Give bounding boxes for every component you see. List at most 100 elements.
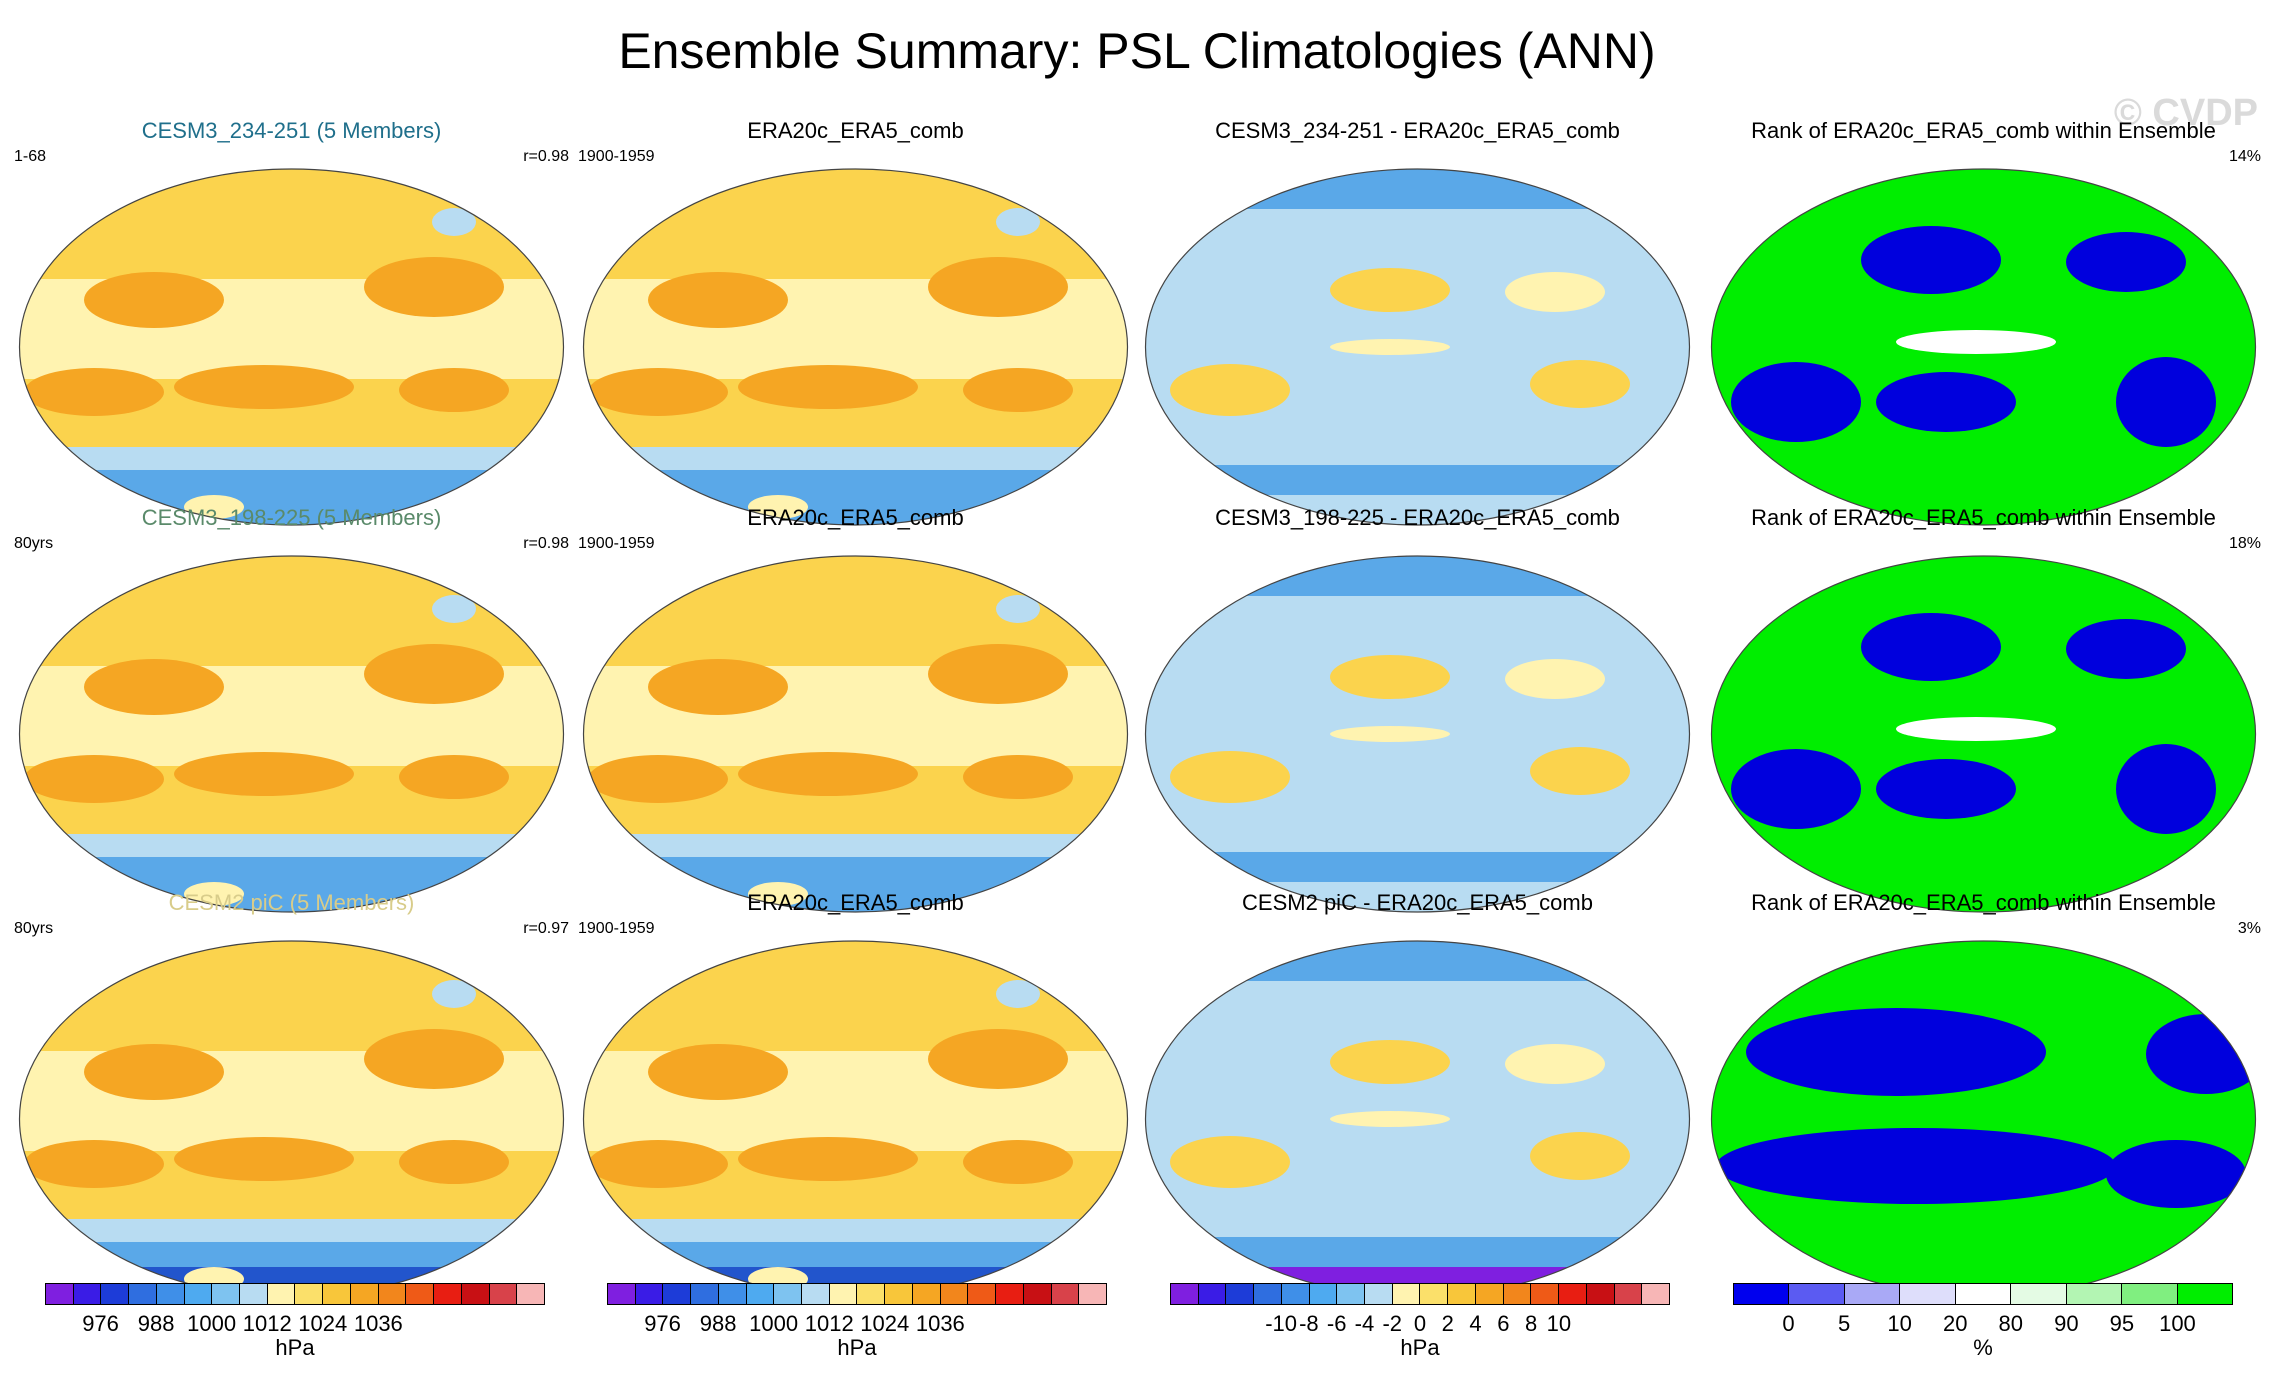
north-atlantic-high bbox=[364, 644, 504, 704]
atlantic-diff-high bbox=[1505, 1044, 1605, 1084]
rank-south-atlantic bbox=[2106, 1140, 2246, 1208]
rank-tropical-white bbox=[1896, 330, 2056, 354]
antarctic-high bbox=[748, 882, 808, 906]
south-pacific-high bbox=[738, 752, 918, 796]
icelandic-low bbox=[996, 595, 1040, 623]
map-outline bbox=[1144, 555, 1691, 913]
south-indian-diff bbox=[1170, 751, 1290, 803]
colorbar-swatch bbox=[2177, 1284, 2232, 1304]
panel-title: ERA20c_ERA5_comb bbox=[747, 118, 964, 143]
colorbar-tick-label: 90 bbox=[2054, 1311, 2079, 1336]
colorbar-swatch bbox=[1789, 1284, 1845, 1304]
colorbar-swatch bbox=[1365, 1284, 1393, 1304]
antarctic-high bbox=[184, 882, 244, 906]
map-panel: CESM2 piC - ERA20c_ERA5_comb bbox=[1140, 890, 1695, 1310]
colorbar-tick-label: 988 bbox=[699, 1311, 737, 1336]
colorbar-tick-label: 1024 bbox=[298, 1311, 348, 1336]
north-pacific-high bbox=[648, 272, 788, 328]
colorbar-tick-label: 1000 bbox=[749, 1311, 799, 1336]
south-atlantic-diff bbox=[1530, 1132, 1630, 1180]
north-pacific-high bbox=[648, 659, 788, 715]
colorbar-swatch bbox=[73, 1284, 102, 1304]
panel-left-label: 1900-1959 bbox=[578, 535, 655, 552]
colorbar: 976 988 1000 1012 1024 1036 hPa bbox=[607, 1283, 1107, 1367]
south-indian-high bbox=[24, 368, 164, 416]
colorbar-swatch bbox=[1531, 1284, 1560, 1304]
colorbar-tick-label: 10 bbox=[1546, 1311, 1572, 1336]
icelandic-low bbox=[432, 595, 476, 623]
panel-title: CESM2 piC (5 Members) bbox=[168, 890, 415, 915]
south-atlantic-high bbox=[963, 755, 1073, 799]
colorbar-tick-label: 95 bbox=[2109, 1311, 2135, 1336]
colorbar-swatch bbox=[1337, 1284, 1366, 1304]
map-panel: CESM2 piC (5 Members) 80yrs r=0.97 bbox=[14, 890, 569, 1310]
colorbar-swatch bbox=[912, 1284, 941, 1304]
rank-south-pacific bbox=[1876, 372, 2016, 432]
panel-title: CESM2 piC - ERA20c_ERA5_comb bbox=[1242, 890, 1593, 915]
south-pacific-high bbox=[174, 1137, 354, 1181]
colorbar-swatch bbox=[212, 1284, 241, 1304]
panel-title: CESM3_234-251 - ERA20c_ERA5_comb bbox=[1215, 118, 1620, 143]
map-rank bbox=[1710, 168, 2257, 526]
south-atlantic-high bbox=[399, 368, 509, 412]
map-panel: Rank of ERA20c_ERA5_comb within Ensemble… bbox=[1706, 118, 2261, 538]
north-pacific-high bbox=[84, 272, 224, 328]
colorbar-swatch bbox=[2122, 1284, 2178, 1304]
colorbar-swatch bbox=[517, 1284, 544, 1304]
icelandic-low bbox=[432, 980, 476, 1008]
colorbar-tick-label: 0 bbox=[1782, 1311, 1795, 1336]
panel-left-label: 1-68 bbox=[14, 148, 47, 165]
atlantic-diff-high bbox=[1505, 272, 1605, 312]
map-panel: Rank of ERA20c_ERA5_comb within Ensemble… bbox=[1706, 505, 2261, 925]
map-panel: ERA20c_ERA5_comb 1900-1959 bbox=[578, 890, 1133, 1310]
colorbar-tick-label: 5 bbox=[1837, 1311, 1851, 1336]
panel-left-label: 1900-1959 bbox=[578, 920, 655, 937]
colorbar-tick-label: 100 bbox=[2159, 1311, 2196, 1336]
south-atlantic-high bbox=[963, 1140, 1073, 1184]
panel-title: ERA20c_ERA5_comb bbox=[747, 890, 964, 915]
colorbar: 0 5 10 20 80 90 95 100% bbox=[1733, 1283, 2233, 1367]
south-pacific-high bbox=[174, 752, 354, 796]
colorbar-swatch bbox=[940, 1284, 969, 1304]
colorbar-swatch bbox=[1281, 1284, 1310, 1304]
north-pacific-high bbox=[84, 1044, 224, 1100]
south-indian-diff bbox=[1170, 1136, 1290, 1188]
panel-right-label: r=0.98 bbox=[523, 535, 569, 552]
colorbar-unit: % bbox=[1973, 1335, 1993, 1360]
panel-title: ERA20c_ERA5_comb bbox=[747, 505, 964, 530]
panel-right-label: r=0.98 bbox=[523, 148, 569, 165]
colorbar-swatch bbox=[323, 1284, 351, 1304]
panel-right-label: 3% bbox=[2237, 920, 2261, 937]
map-panel: ERA20c_ERA5_comb 1900-1959 bbox=[578, 505, 1133, 925]
south-indian-diff bbox=[1170, 364, 1290, 416]
south-atlantic-diff bbox=[1530, 747, 1630, 795]
colorbar-tick-label: 976 bbox=[82, 1311, 119, 1336]
map-clim bbox=[18, 555, 565, 913]
colorbar-swatch bbox=[156, 1284, 185, 1304]
north-atlantic-high bbox=[928, 1029, 1068, 1089]
rank-north-pacific bbox=[1746, 1008, 2046, 1096]
colorbar-swatches bbox=[45, 1283, 545, 1305]
colorbar-swatch bbox=[295, 1284, 324, 1304]
panel-right-label: r=0.97 bbox=[523, 920, 569, 937]
colorbar-tick-label: 976 bbox=[644, 1311, 681, 1336]
colorbar-swatch bbox=[746, 1284, 775, 1304]
rank-south-atlantic bbox=[2116, 744, 2216, 834]
south-indian-high bbox=[588, 368, 728, 416]
rank-north-atlantic bbox=[2146, 1014, 2256, 1094]
rank-tropical-white bbox=[1896, 717, 2056, 741]
map-outline bbox=[1144, 168, 1691, 526]
south-indian-high bbox=[24, 1140, 164, 1188]
map-clim bbox=[582, 555, 1129, 913]
colorbar-swatch bbox=[378, 1284, 407, 1304]
colorbar-tick-label: -6 bbox=[1326, 1311, 1347, 1336]
north-atlantic-high bbox=[928, 644, 1068, 704]
colorbar-swatches bbox=[607, 1283, 1107, 1305]
map-outline bbox=[582, 555, 1129, 913]
south-pacific-high bbox=[174, 365, 354, 409]
colorbar-swatch bbox=[1254, 1284, 1282, 1304]
colorbar-swatch bbox=[663, 1284, 692, 1304]
icelandic-low bbox=[996, 980, 1040, 1008]
map-clim bbox=[18, 168, 565, 526]
colorbar-swatch bbox=[267, 1284, 296, 1304]
